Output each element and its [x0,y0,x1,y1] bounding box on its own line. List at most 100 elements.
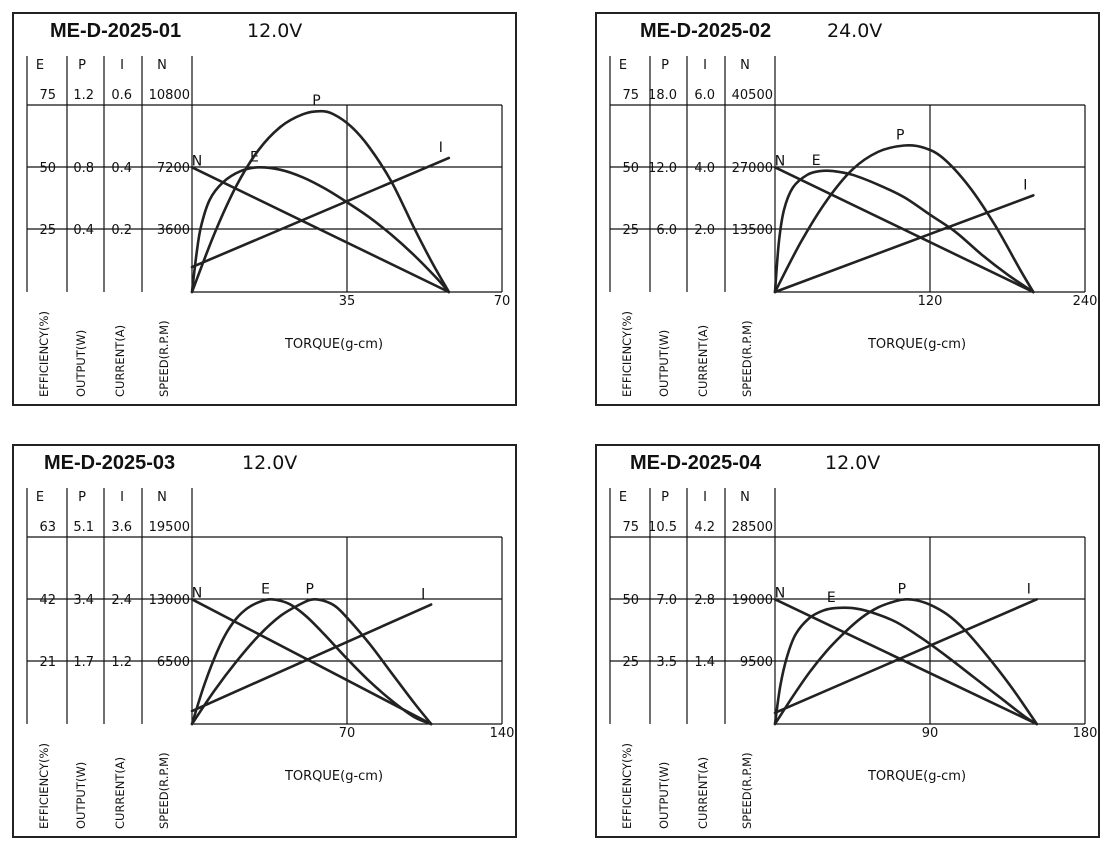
axis-label: CURRENT(A) [696,325,710,397]
column-header-e: E [36,58,44,73]
x-tick-label: 140 [490,726,515,741]
chart-frame [12,444,517,838]
table-value: 18.0 [648,88,677,103]
table-value: 50 [39,161,56,176]
curve-i [773,598,1039,715]
axis-label: EFFICIENCY(%) [37,311,51,397]
table-value: 2.8 [694,593,715,608]
curve-label-n: N [775,153,785,169]
curve-p [190,597,433,726]
curve-e [773,606,1039,726]
chart-panel-4: ME-D-2025-04 12.0V E P I N 75 10.5 4.2 28500 50 7.0… [595,444,1100,839]
model-title: ME-D-2025-03 [44,452,175,474]
table-value: 75 [39,88,56,103]
axis-label-group: SPEED(R.P.M) [157,320,171,397]
x-tick-label: 70 [494,294,511,309]
axis-label-group: CURRENT(A) [696,325,710,397]
axis-label-group: EFFICIENCY(%) [37,743,51,829]
column-header-p: P [661,58,669,73]
table-value: 5.1 [73,520,94,535]
axis-label: SPEED(R.P.M) [157,320,171,397]
table-value: 25 [622,655,639,670]
chart-frame [595,12,1100,406]
curve-label-i: I [439,140,443,156]
axis-label: OUTPUT(W) [74,330,88,397]
table-value: 19000 [732,593,773,608]
curve-p [773,143,1035,294]
chart-svg: ME-D-2025-02 24.0V E P I N 75 18.0 6.0 40500 50 12.… [595,12,1100,406]
table-value: 7.0 [656,593,677,608]
curve-n [773,166,1035,294]
x-tick-label: 180 [1073,726,1098,741]
column-header-n: N [157,58,167,73]
curve-label-e: E [261,581,270,597]
table-value: 19500 [149,520,190,535]
model-title: ME-D-2025-02 [640,20,771,42]
table-value: 3.6 [111,520,132,535]
column-header-i: I [120,490,124,505]
table-value: 50 [622,161,639,176]
axis-label: EFFICIENCY(%) [620,311,634,397]
table-value: 7200 [157,161,190,176]
column-header-p: P [78,490,86,505]
curve-label-e: E [827,590,836,606]
table-value: 42 [39,593,56,608]
voltage-label: 12.0V [825,452,880,474]
curve-label-i: I [421,587,425,603]
table-value: 0.4 [111,161,132,176]
chart-frame [595,444,1100,838]
table-value: 3.5 [656,655,677,670]
table-value: 75 [622,88,639,103]
curve-label-e: E [812,153,821,169]
column-header-e: E [619,58,627,73]
table-value: 9500 [740,655,773,670]
axis-label: OUTPUT(W) [657,330,671,397]
axis-label: EFFICIENCY(%) [620,743,634,829]
curve-n [190,598,433,726]
x-axis-title: TORQUE(g-cm) [284,337,383,352]
x-tick-label: 240 [1073,294,1098,309]
voltage-label: 12.0V [242,452,297,474]
axis-label-group: SPEED(R.P.M) [740,752,754,829]
table-value: 1.2 [73,88,94,103]
axis-label-group: OUTPUT(W) [657,762,671,829]
curve-p [773,597,1039,726]
axis-label: SPEED(R.P.M) [740,320,754,397]
x-axis-title: TORQUE(g-cm) [284,769,383,784]
axis-label-group: EFFICIENCY(%) [620,311,634,397]
table-value: 13000 [149,593,190,608]
column-header-n: N [740,58,750,73]
chart-panel-3: ME-D-2025-03 12.0V E P I N 63 5.1 3.6 19500 42 3.4 2… [12,444,517,839]
chart-frame [12,12,517,406]
axis-label: OUTPUT(W) [657,762,671,829]
column-header-i: I [703,58,707,73]
table-value: 63 [39,520,56,535]
x-axis-title: TORQUE(g-cm) [867,337,966,352]
table-value: 27000 [732,161,773,176]
table-value: 2.4 [111,593,132,608]
curve-label-p: P [312,93,320,109]
curve-label-i: I [1027,581,1031,597]
axis-label-group: CURRENT(A) [113,325,127,397]
curve-label-i: I [1023,177,1027,193]
x-tick-label: 90 [922,726,939,741]
column-header-n: N [740,490,750,505]
x-tick-label: 120 [918,294,943,309]
table-value: 0.6 [111,88,132,103]
axis-label: CURRENT(A) [113,757,127,829]
axis-label-group: OUTPUT(W) [657,330,671,397]
table-value: 6.0 [656,223,677,238]
curve-label-n: N [192,585,202,601]
table-value: 10.5 [648,520,677,535]
column-header-p: P [661,490,669,505]
chart-panel-2: ME-D-2025-02 24.0V E P I N 75 18.0 6.0 40500 50 12.… [595,12,1100,407]
table-value: 21 [39,655,56,670]
curve-e [190,597,433,726]
column-header-i: I [120,58,124,73]
table-value: 4.0 [694,161,715,176]
curve-label-p: P [898,581,906,597]
column-header-e: E [36,490,44,505]
curve-label-n: N [775,585,785,601]
chart-svg: ME-D-2025-04 12.0V E P I N 75 10.5 4.2 28500 50 7.0… [595,444,1100,838]
axis-label: SPEED(R.P.M) [740,752,754,829]
